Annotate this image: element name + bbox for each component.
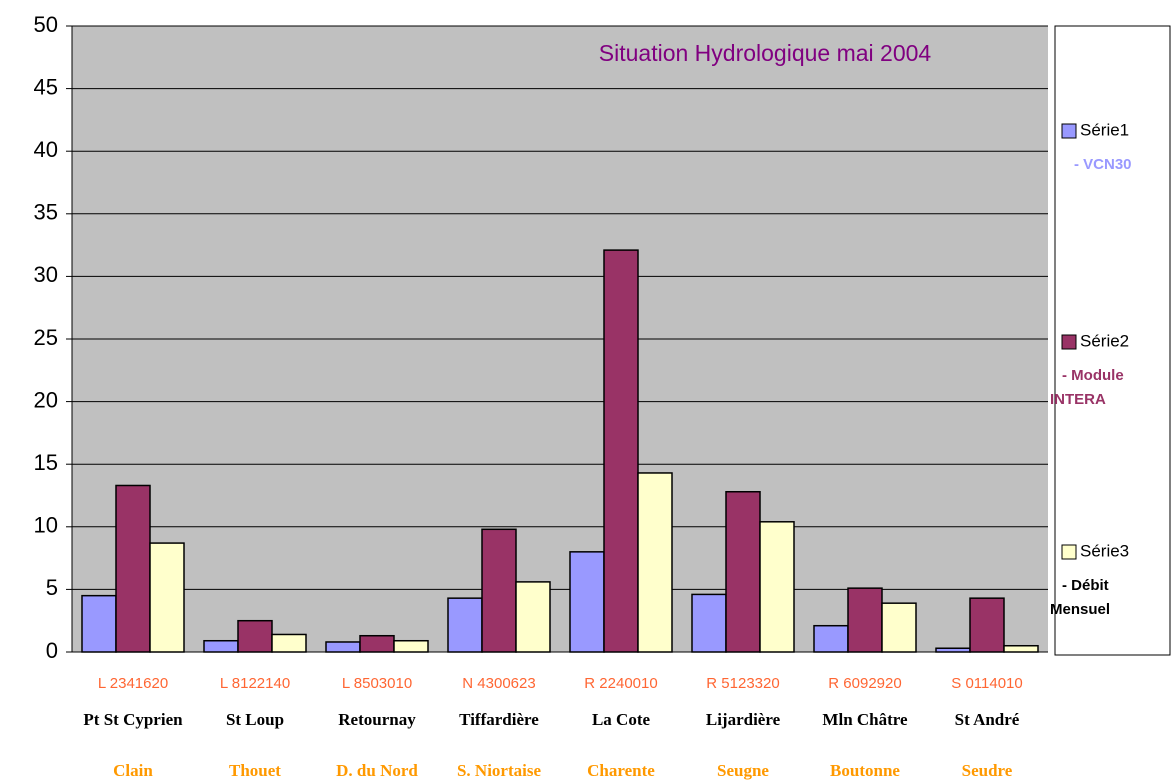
bar <box>515 581 551 653</box>
x-tick-label: R 2240010 <box>584 675 657 692</box>
y-tick-label: 10 <box>34 513 58 538</box>
bar <box>203 639 239 653</box>
x-tick-label: L 8503010 <box>342 675 412 692</box>
bar <box>813 624 849 653</box>
bar <box>359 634 395 653</box>
bar <box>847 587 883 653</box>
bar <box>271 633 307 653</box>
river-label: Clain <box>113 761 153 780</box>
legend-description: - Module <box>1062 367 1124 384</box>
bar <box>115 484 151 653</box>
legend-label: Série3 <box>1080 541 1129 560</box>
bar <box>691 593 727 653</box>
river-label: Charente <box>587 761 655 780</box>
river-label: Thouet <box>229 761 281 780</box>
legend-description: INTERA <box>1050 391 1106 408</box>
y-tick-label: 20 <box>34 387 58 412</box>
river-label: D. du Nord <box>336 761 418 780</box>
y-tick-label: 35 <box>34 200 58 225</box>
bar <box>759 521 795 653</box>
bar <box>325 641 361 653</box>
legend-description: Mensuel <box>1050 601 1110 618</box>
bar <box>637 472 673 653</box>
x-tick-label: R 6092920 <box>828 675 901 692</box>
river-label: Seugne <box>717 761 769 780</box>
legend-label: Série1 <box>1080 120 1129 139</box>
legend-label: Série2 <box>1080 331 1129 350</box>
x-tick-label: L 8122140 <box>220 675 290 692</box>
y-tick-label: 40 <box>34 137 58 162</box>
station-label: Tiffardière <box>459 710 539 729</box>
bar <box>725 490 761 653</box>
y-tick-label: 30 <box>34 262 58 287</box>
y-tick-label: 45 <box>34 74 58 99</box>
bar <box>81 594 117 653</box>
bar <box>935 647 971 653</box>
bar <box>881 602 917 653</box>
bar <box>569 551 605 653</box>
bar <box>447 597 483 653</box>
legend-swatch <box>1061 544 1077 560</box>
legend-swatch <box>1061 334 1077 350</box>
x-tick-label: R 5123320 <box>706 675 779 692</box>
bar <box>969 597 1005 653</box>
river-label: Boutonne <box>830 761 900 780</box>
bar <box>1003 644 1039 653</box>
station-label: Retournay <box>338 710 416 729</box>
bar <box>237 619 273 653</box>
bar <box>603 249 639 653</box>
bar <box>149 542 185 653</box>
legend-description: - VCN30 <box>1074 156 1132 173</box>
station-label: La Cote <box>592 710 651 729</box>
y-tick-label: 15 <box>34 450 58 475</box>
legend-description: - Débit <box>1062 577 1109 594</box>
y-tick-label: 5 <box>46 575 58 600</box>
x-tick-label: N 4300623 <box>462 675 535 692</box>
station-label: Lijardière <box>706 710 781 729</box>
x-tick-label: S 0114010 <box>951 675 1022 692</box>
y-tick-label: 50 <box>34 12 58 37</box>
station-label: St Loup <box>226 710 284 729</box>
station-label: Pt St Cyprien <box>83 710 183 729</box>
station-label: Mln Châtre <box>822 710 908 729</box>
y-tick-label: 25 <box>34 325 58 350</box>
river-label: S. Niortaise <box>457 761 542 780</box>
bar <box>481 528 517 653</box>
y-tick-label: 0 <box>46 638 58 663</box>
chart-title: Situation Hydrologique mai 2004 <box>599 40 932 66</box>
x-tick-label: L 2341620 <box>98 675 168 692</box>
station-label: St André <box>955 710 1020 729</box>
bar <box>393 639 429 653</box>
legend-swatch <box>1061 123 1077 139</box>
river-label: Seudre <box>962 761 1013 780</box>
